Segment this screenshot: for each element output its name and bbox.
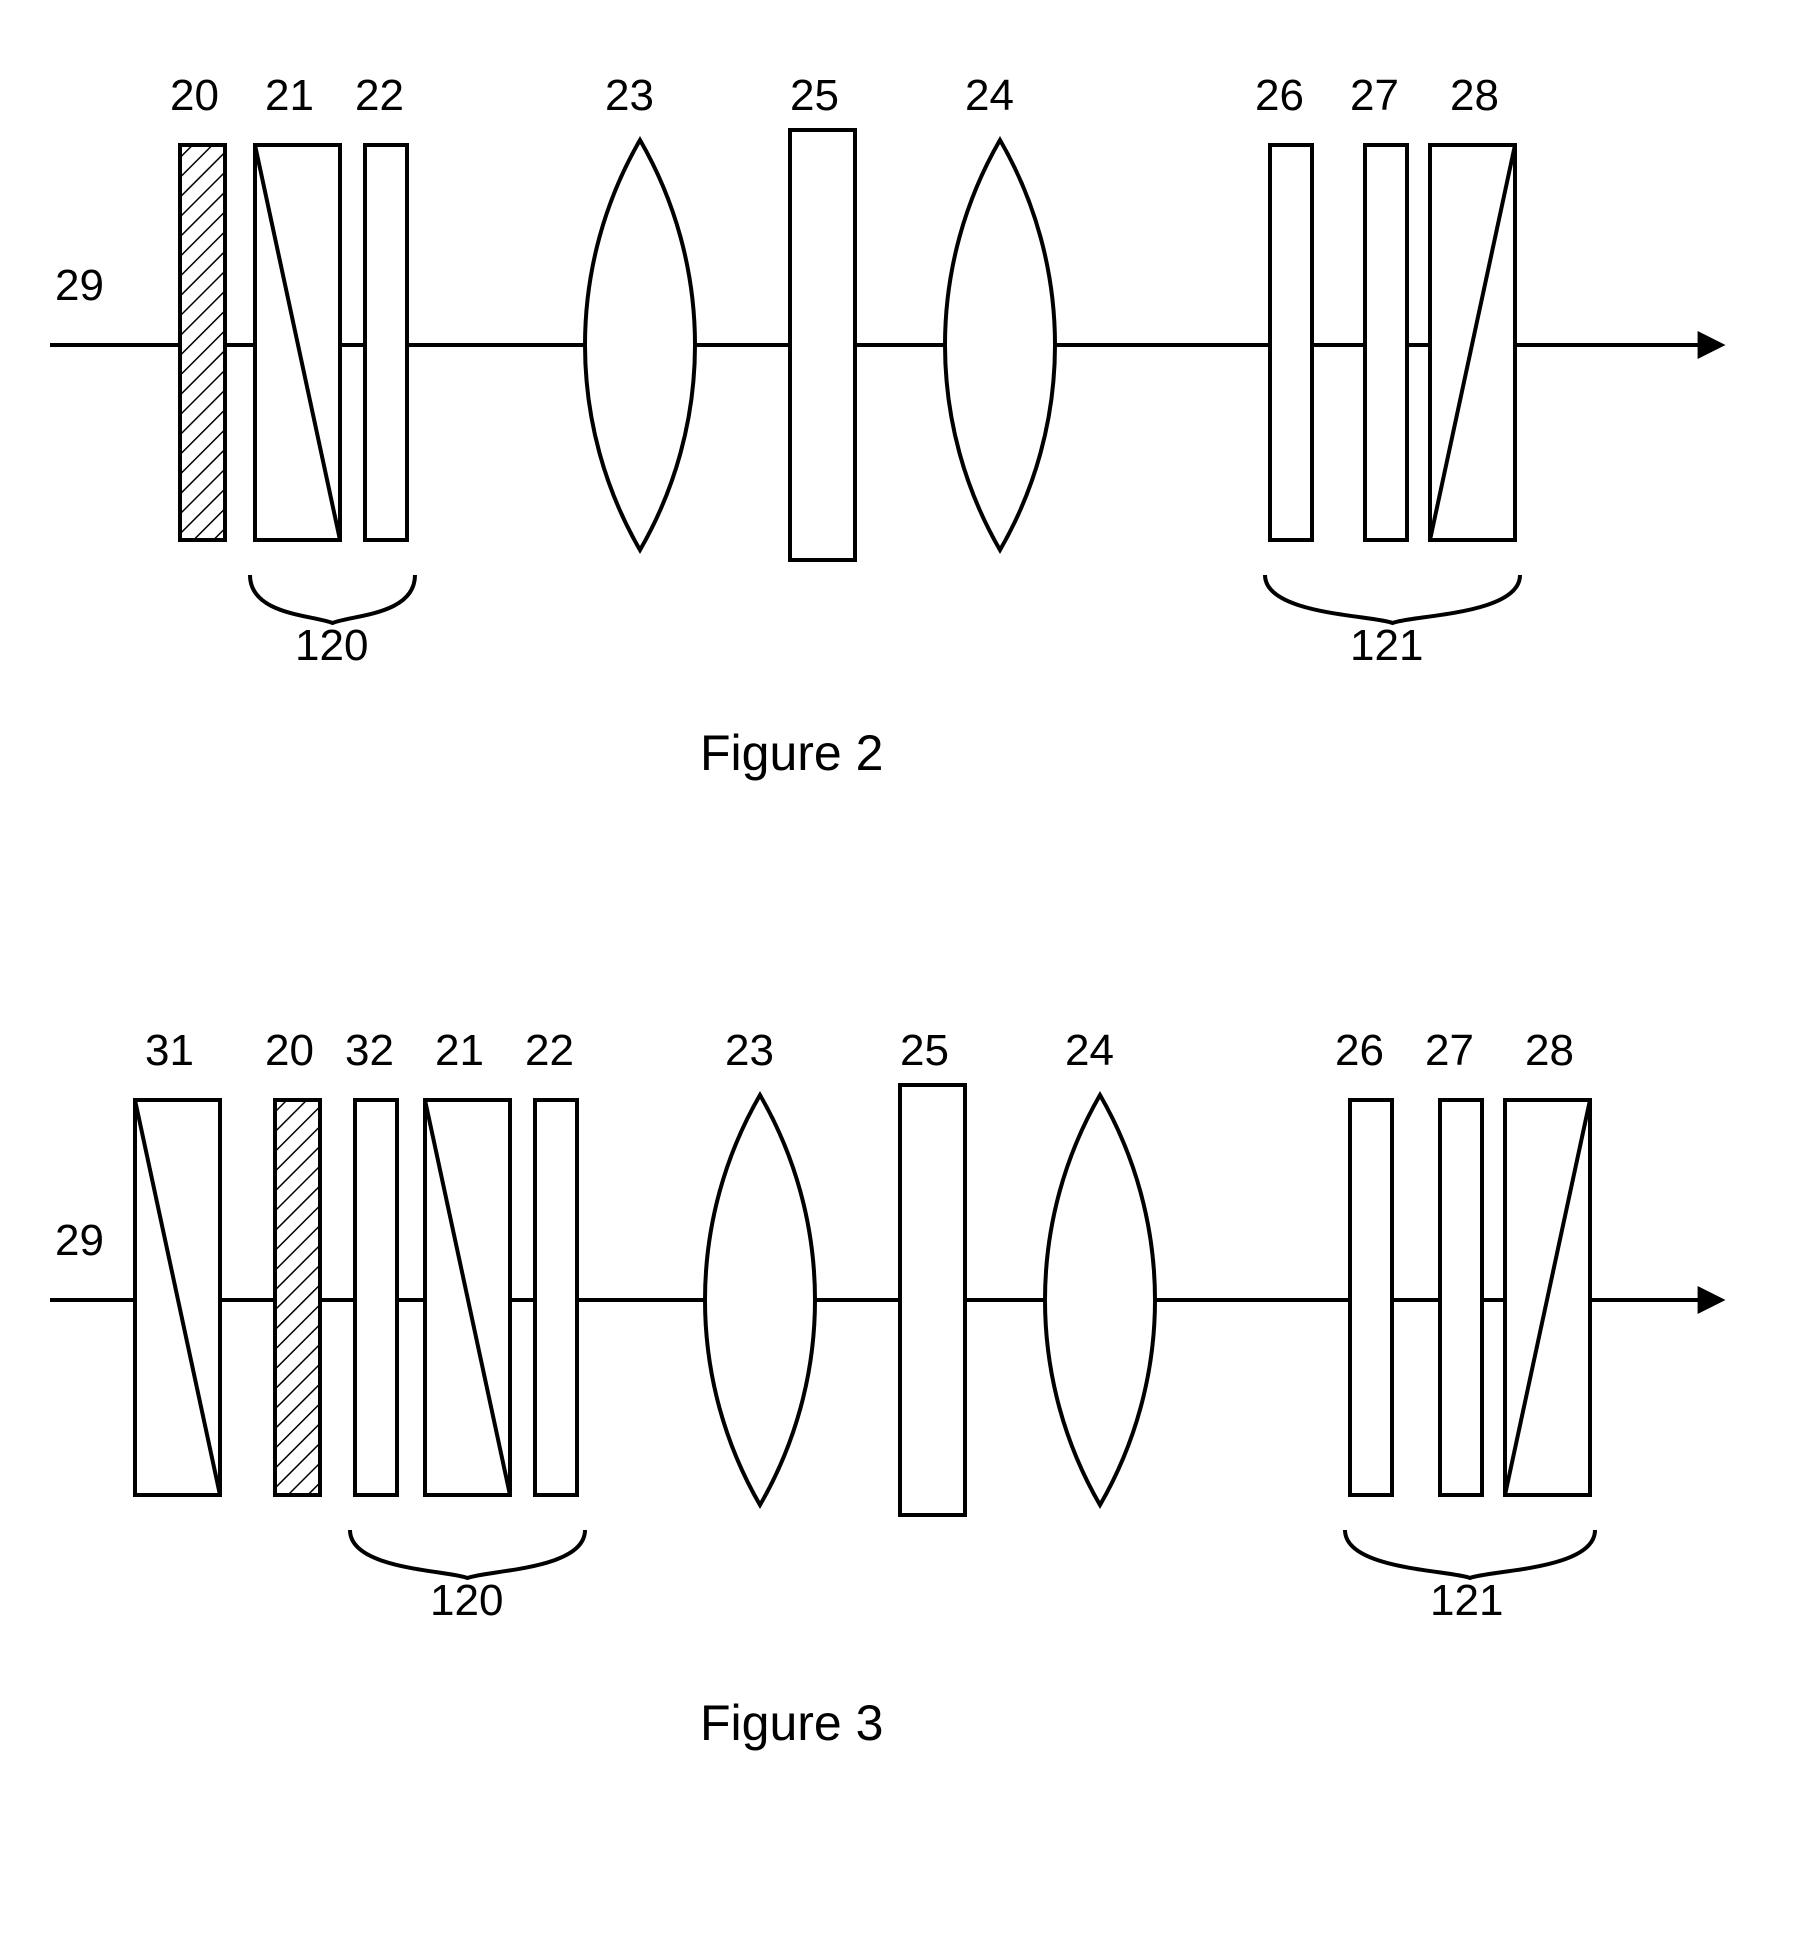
element-label: 32 bbox=[345, 1026, 394, 1075]
bracket-label: 121 bbox=[1430, 1576, 1503, 1625]
element-label: 20 bbox=[265, 1026, 314, 1075]
element-label: 28 bbox=[1450, 71, 1499, 120]
element-label: 27 bbox=[1350, 71, 1399, 120]
element-label: 22 bbox=[525, 1026, 574, 1075]
element-label: 21 bbox=[435, 1026, 484, 1075]
element-label: 25 bbox=[900, 1026, 949, 1075]
element-label: 28 bbox=[1525, 1026, 1574, 1075]
axis-label: 29 bbox=[55, 261, 104, 310]
optical-rect bbox=[355, 1100, 397, 1495]
element-label: 22 bbox=[355, 71, 404, 120]
optical-lens bbox=[585, 140, 695, 550]
optical-lens bbox=[1045, 1095, 1155, 1505]
optical-rect bbox=[1270, 145, 1312, 540]
optical-hatched bbox=[275, 1100, 320, 1495]
optical-lens bbox=[705, 1095, 815, 1505]
element-label: 20 bbox=[170, 71, 219, 120]
axis-label: 29 bbox=[55, 1216, 104, 1265]
bracket-label: 121 bbox=[1350, 621, 1423, 670]
group-bracket bbox=[1265, 575, 1520, 623]
group-bracket bbox=[350, 1530, 585, 1578]
optical-rect bbox=[535, 1100, 577, 1495]
figure-caption: Figure 2 bbox=[700, 725, 883, 781]
element-label: 23 bbox=[725, 1026, 774, 1075]
element-label: 26 bbox=[1255, 71, 1304, 120]
optical-rect bbox=[1365, 145, 1407, 540]
optical-lens bbox=[945, 140, 1055, 550]
diagram-canvas: 29 20 21 22 23 25 24 26 27 28 120 121 Figure 2 29 31 20… bbox=[0, 0, 1797, 1951]
optical-rect bbox=[1440, 1100, 1482, 1495]
optical-hatched bbox=[180, 145, 225, 540]
figure-caption: Figure 3 bbox=[700, 1695, 883, 1751]
element-label: 25 bbox=[790, 71, 839, 120]
group-bracket bbox=[1345, 1530, 1595, 1578]
element-label: 23 bbox=[605, 71, 654, 120]
element-label: 24 bbox=[1065, 1026, 1114, 1075]
optical-rect bbox=[790, 130, 855, 560]
element-label: 26 bbox=[1335, 1026, 1384, 1075]
group-bracket bbox=[250, 575, 415, 623]
bracket-label: 120 bbox=[295, 621, 368, 670]
optical-rect bbox=[900, 1085, 965, 1515]
optical-rect bbox=[1350, 1100, 1392, 1495]
optical-rect bbox=[365, 145, 407, 540]
element-label: 27 bbox=[1425, 1026, 1474, 1075]
element-label: 24 bbox=[965, 71, 1014, 120]
element-label: 31 bbox=[145, 1026, 194, 1075]
bracket-label: 120 bbox=[430, 1576, 503, 1625]
element-label: 21 bbox=[265, 71, 314, 120]
